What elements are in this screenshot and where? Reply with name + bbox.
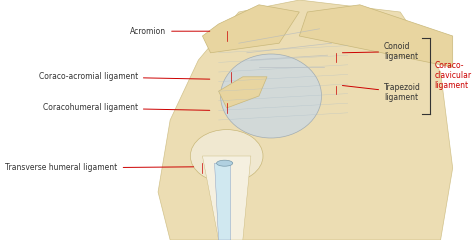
Polygon shape [299,5,453,67]
Text: Acromion: Acromion [130,27,210,36]
Ellipse shape [217,160,233,166]
Text: Coraco-
clavicular
ligament: Coraco- clavicular ligament [435,61,472,90]
Text: Coracohumeral ligament: Coracohumeral ligament [43,103,210,113]
Polygon shape [202,156,251,240]
Text: Conoid
ligament: Conoid ligament [342,42,418,61]
Polygon shape [219,77,267,108]
Text: Transverse humeral ligament: Transverse humeral ligament [5,163,193,173]
Ellipse shape [220,54,321,138]
Polygon shape [202,5,299,53]
Text: Coraco-acromial ligament: Coraco-acromial ligament [38,72,210,81]
Ellipse shape [191,130,263,182]
Text: Trapezoid
ligament: Trapezoid ligament [342,83,421,102]
Polygon shape [158,0,453,240]
Polygon shape [215,163,231,240]
